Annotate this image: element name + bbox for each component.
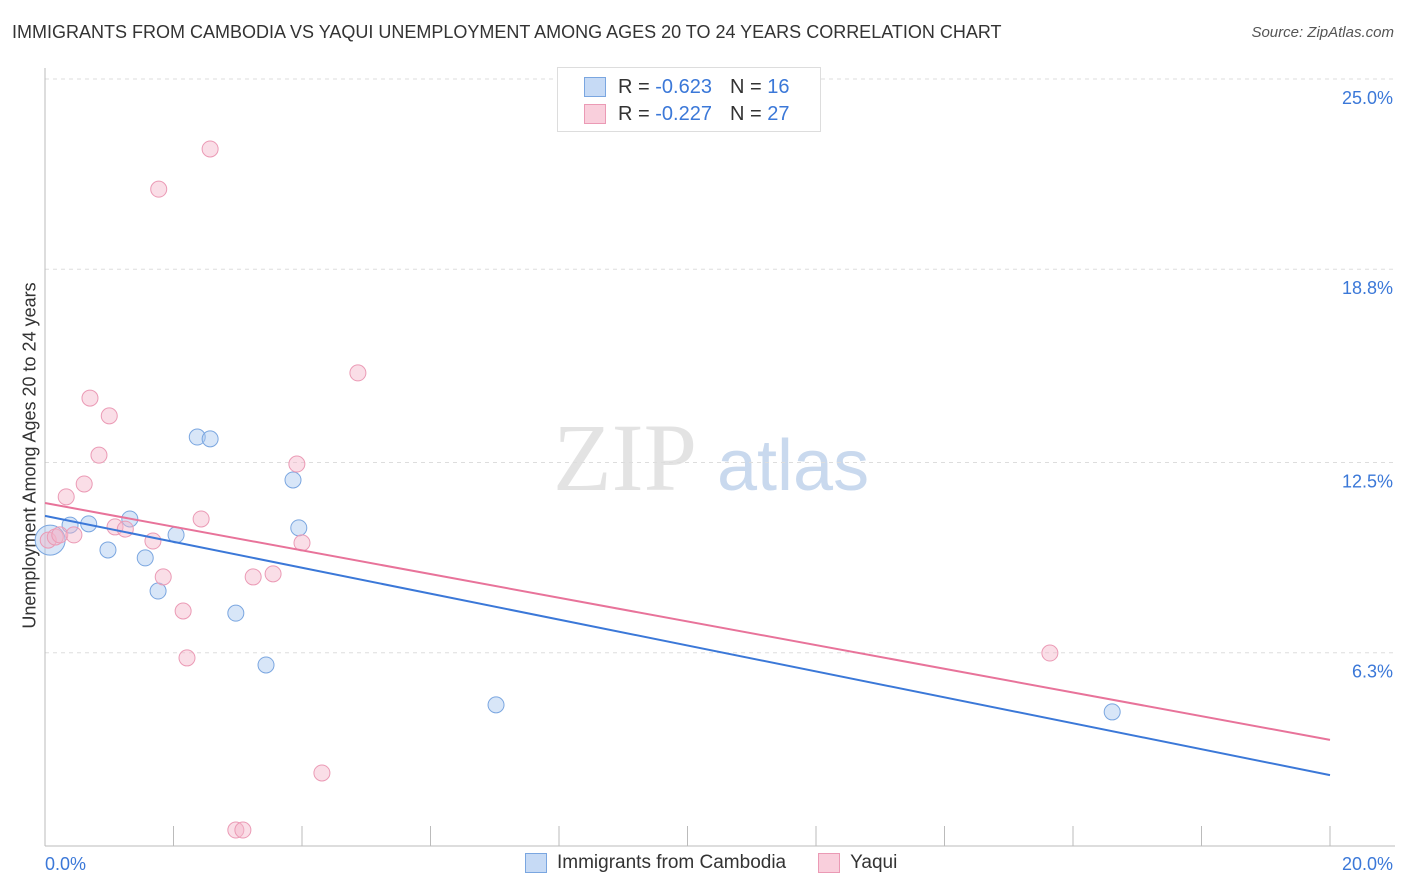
data-point-yaqui bbox=[264, 565, 282, 583]
data-point-cambodia bbox=[1103, 703, 1121, 721]
data-point-cambodia bbox=[487, 696, 505, 714]
r-label: R = bbox=[618, 75, 650, 98]
data-point-yaqui bbox=[174, 602, 192, 620]
data-point-yaqui bbox=[144, 532, 162, 550]
data-point-yaqui bbox=[234, 821, 252, 839]
watermark-atlas: atlas bbox=[717, 426, 869, 506]
x-tick-label: 20.0% bbox=[1342, 854, 1393, 874]
data-point-cambodia bbox=[257, 656, 275, 674]
pink-swatch bbox=[818, 853, 841, 873]
data-point-yaqui bbox=[227, 821, 245, 839]
data-point-yaqui bbox=[244, 568, 262, 586]
data-point-yaqui bbox=[313, 764, 331, 782]
data-point-yaqui bbox=[192, 510, 210, 528]
series-legend: Immigrants from Cambodia Yaqui bbox=[525, 852, 897, 874]
chart-title: IMMIGRANTS FROM CAMBODIA VS YAQUI UNEMPL… bbox=[12, 22, 1002, 42]
data-point-yaqui bbox=[154, 568, 172, 586]
legend-row-cambodia: R = -0.623 N = 16 bbox=[584, 75, 789, 99]
data-point-cambodia bbox=[290, 519, 308, 537]
y-tick-label: 25.0% bbox=[1342, 88, 1393, 108]
data-point-cambodia bbox=[201, 430, 219, 448]
data-point-cambodia bbox=[188, 428, 206, 446]
data-point-cambodia bbox=[227, 604, 245, 622]
legend-yaqui: Yaqui bbox=[850, 852, 898, 873]
data-point-yaqui bbox=[51, 526, 69, 544]
y-tick-label: 12.5% bbox=[1342, 472, 1393, 492]
r-label: R = bbox=[618, 102, 650, 125]
data-point-yaqui bbox=[288, 455, 306, 473]
trend-line-yaqui bbox=[44, 502, 1331, 741]
data-point-cambodia bbox=[34, 524, 66, 556]
data-point-yaqui bbox=[90, 446, 108, 464]
data-point-yaqui bbox=[201, 140, 219, 158]
n-value: 16 bbox=[767, 75, 790, 98]
data-point-cambodia bbox=[149, 582, 167, 600]
n-label: N = bbox=[729, 102, 762, 125]
legend-cambodia: Immigrants from Cambodia bbox=[557, 852, 787, 873]
correlation-legend: R = -0.623 N = 16 R = -0.227 N = 27 bbox=[557, 67, 821, 132]
blue-swatch bbox=[584, 77, 606, 97]
r-value: -0.227 bbox=[655, 102, 712, 125]
data-point-yaqui bbox=[178, 649, 196, 667]
data-point-yaqui bbox=[1041, 644, 1059, 662]
pink-swatch bbox=[584, 104, 606, 124]
data-point-yaqui bbox=[57, 488, 75, 506]
x-tick-label: 0.0% bbox=[45, 854, 86, 874]
data-point-yaqui bbox=[46, 528, 64, 546]
n-value: 27 bbox=[767, 102, 790, 125]
n-label: N = bbox=[729, 75, 762, 98]
r-value: -0.623 bbox=[655, 75, 712, 98]
data-point-yaqui bbox=[150, 180, 168, 198]
source-label: Source: ZipAtlas.com bbox=[1251, 24, 1394, 41]
data-point-cambodia bbox=[136, 549, 154, 567]
data-point-cambodia bbox=[284, 471, 302, 489]
data-point-yaqui bbox=[100, 407, 118, 425]
data-point-yaqui bbox=[65, 526, 83, 544]
data-point-cambodia bbox=[99, 541, 117, 559]
data-point-yaqui bbox=[116, 520, 134, 538]
data-point-yaqui bbox=[75, 475, 93, 493]
y-tick-label: 18.8% bbox=[1342, 278, 1393, 298]
watermark-zip: ZIP bbox=[553, 404, 697, 511]
data-point-yaqui bbox=[349, 364, 367, 382]
legend-row-yaqui: R = -0.227 N = 27 bbox=[584, 102, 789, 126]
y-tick-label: 6.3% bbox=[1352, 662, 1393, 682]
data-point-yaqui bbox=[81, 389, 99, 407]
trend-line-cambodia bbox=[44, 514, 1331, 777]
blue-swatch bbox=[525, 853, 547, 873]
